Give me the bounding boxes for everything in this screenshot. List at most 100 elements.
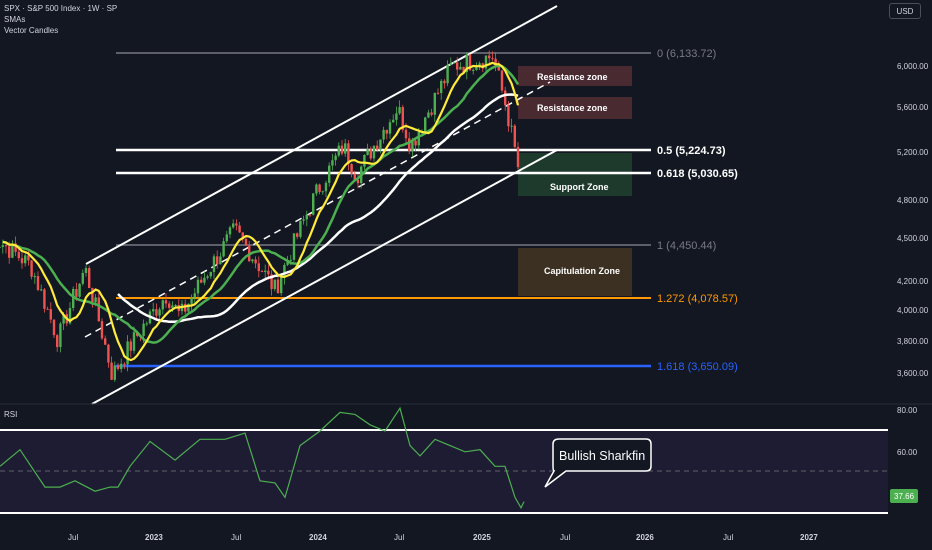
candle-body	[286, 260, 289, 265]
candle-body	[222, 241, 225, 257]
candle-body	[81, 272, 84, 284]
fib-label-1: 1 (4,450.44)	[657, 240, 716, 252]
channel	[84, 5, 558, 405]
candle-body	[4, 245, 8, 247]
candle-body	[510, 125, 513, 127]
time-tick: 2027	[800, 533, 818, 542]
candle-body	[62, 314, 65, 324]
candle-body	[203, 277, 206, 283]
candle-body	[468, 54, 472, 71]
time-tick: 2023	[145, 533, 163, 542]
candle-body	[369, 149, 372, 159]
candle-body	[27, 255, 30, 261]
candle-body	[56, 335, 59, 348]
time-axis: Jul 2023 Jul 2024 Jul 2025 Jul 2026 Jul …	[68, 533, 818, 542]
candle-body	[433, 92, 436, 115]
candle-body	[24, 255, 27, 264]
candle-body	[200, 279, 203, 283]
candle-body	[52, 319, 56, 336]
indicator-vector-candles[interactable]: Vector Candles	[4, 26, 59, 35]
candle-body	[20, 258, 24, 264]
candle-body	[324, 182, 328, 192]
candle-body	[382, 129, 385, 140]
rsi-value-text: 37.66	[894, 492, 915, 501]
candle-body	[334, 155, 337, 161]
candle-body	[59, 323, 62, 348]
fib-label-0: 0 (6,133.72)	[657, 48, 716, 60]
candle-body	[174, 305, 177, 307]
candle-body	[366, 149, 369, 155]
price-tick: 3,800.00	[897, 337, 929, 346]
candle-body	[299, 220, 302, 237]
candle-body	[331, 160, 334, 166]
candle-body	[8, 246, 11, 258]
time-tick: 2025	[473, 533, 491, 542]
candle-body	[14, 243, 17, 252]
candle-body	[36, 276, 40, 291]
zones: Resistance zone Resistance zone Support …	[518, 66, 632, 296]
candle-body	[129, 341, 132, 351]
price-tick: 5,200.00	[897, 148, 929, 157]
price-tick: 3,600.00	[897, 369, 929, 378]
candle-body	[196, 279, 200, 294]
candle-body	[484, 55, 488, 69]
channel-lower-line[interactable]	[91, 149, 558, 405]
candle-body	[264, 270, 267, 273]
candle-body	[472, 69, 475, 71]
candle-body	[40, 289, 43, 291]
channel-upper-line[interactable]	[85, 5, 558, 265]
candle-body	[321, 191, 324, 193]
candle-body	[289, 259, 292, 261]
price-tick: 4,000.00	[897, 306, 929, 315]
candle-body	[1, 245, 5, 247]
candle-body	[392, 119, 395, 123]
channel-mid-line[interactable]	[84, 81, 551, 338]
candle-body	[75, 289, 78, 297]
symbol-title: SPX · S&P 500 Index · 1W · SP	[4, 4, 118, 13]
candle-body	[11, 243, 14, 258]
time-tick: 2026	[636, 533, 654, 542]
candle-body	[84, 268, 88, 273]
candles	[0, 50, 520, 382]
sharkfin-callout	[544, 438, 652, 488]
candle-body	[152, 309, 155, 312]
candle-body	[72, 289, 75, 309]
candle-body	[244, 239, 248, 246]
currency-button[interactable]: USD	[889, 3, 921, 19]
candle-body	[120, 363, 123, 369]
candle-body	[414, 140, 417, 146]
candle-body	[427, 112, 430, 118]
candle-body	[292, 233, 296, 260]
indicator-smas[interactable]: SMAs	[4, 15, 26, 24]
candle-body	[411, 140, 414, 152]
candle-body	[340, 145, 344, 154]
sma-yellow	[2, 61, 520, 362]
candle-body	[190, 297, 193, 304]
candle-body	[273, 279, 276, 290]
candle-body	[401, 107, 404, 130]
candle-body	[254, 259, 257, 264]
candle-body	[404, 129, 408, 139]
price-tick: 4,200.00	[897, 277, 929, 286]
time-tick: Jul	[560, 533, 570, 542]
candle-body	[43, 289, 46, 309]
candle-body	[312, 193, 315, 215]
candle-body	[187, 303, 190, 312]
candle-body	[491, 58, 494, 60]
candle-body	[283, 264, 286, 278]
price-tick: 5,600.00	[897, 103, 929, 112]
candle-body	[158, 309, 161, 316]
candle-body	[145, 323, 148, 325]
rsi-title[interactable]: RSI	[4, 410, 18, 419]
candle-body	[100, 321, 104, 339]
candle-body	[107, 344, 110, 363]
candle-body	[318, 184, 321, 192]
resistance-zone-1-label: Resistance zone	[537, 72, 608, 82]
candle-body	[408, 138, 411, 152]
rsi-value-badge	[890, 489, 918, 503]
fib-label-0-618: 0.618 (5,030.65)	[657, 168, 738, 180]
candle-body	[449, 63, 452, 65]
candle-body	[94, 297, 97, 303]
candle-body	[270, 274, 273, 290]
